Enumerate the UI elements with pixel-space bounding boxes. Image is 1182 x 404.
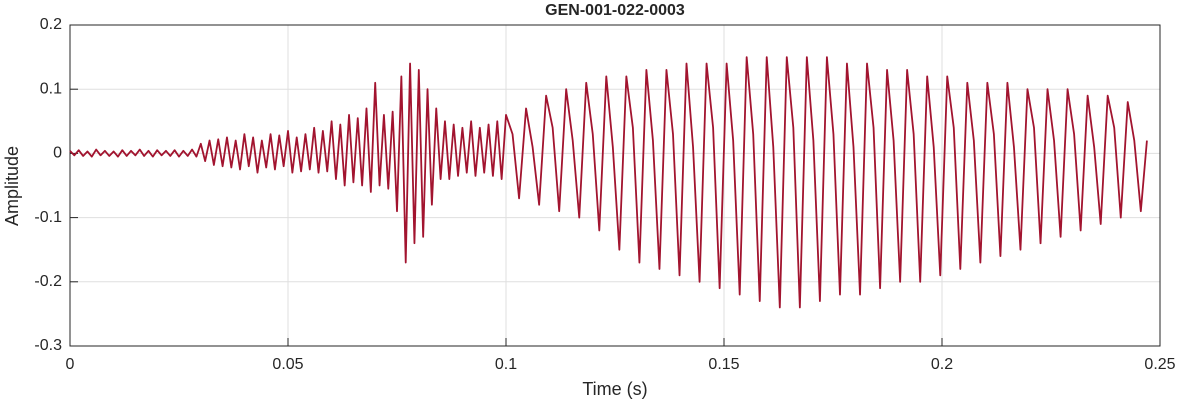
x-tick-label: 0 [66, 356, 75, 373]
y-tick-label: -0.3 [34, 337, 62, 354]
x-tick-label: 0.2 [931, 356, 953, 373]
x-tick-label: 0.1 [495, 356, 517, 373]
y-tick-label: 0.2 [40, 16, 62, 33]
x-axis-label: Time (s) [582, 379, 647, 399]
y-tick-label: -0.2 [34, 273, 62, 290]
y-tick-label: -0.1 [34, 209, 62, 226]
plot-frame [69, 24, 1161, 347]
x-tick-label: 0.25 [1144, 356, 1175, 373]
y-tick-label: 0.1 [40, 80, 62, 97]
x-tick-label: 0.15 [708, 356, 739, 373]
waveform-line [69, 56, 1148, 309]
x-tick-label: 0.05 [272, 356, 303, 373]
y-axis-label: Amplitude [2, 146, 22, 226]
y-tick-label: 0 [53, 145, 62, 162]
chart-title: GEN-001-022-0003 [545, 2, 685, 19]
